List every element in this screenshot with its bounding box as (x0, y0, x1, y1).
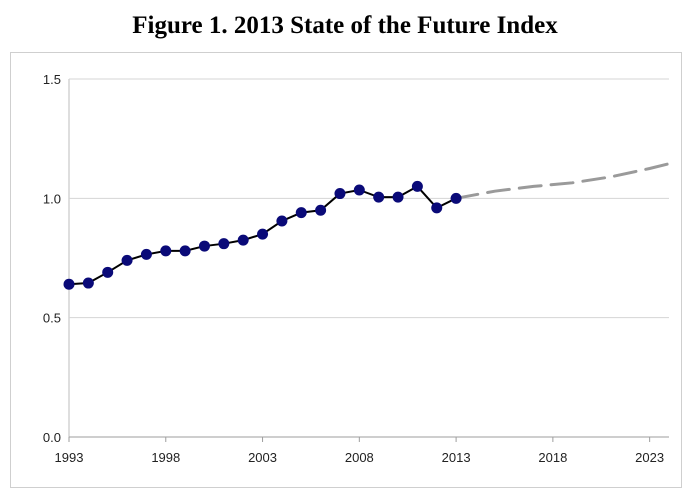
forecast-series (454, 162, 671, 200)
y-tick-label: 0.0 (43, 430, 61, 445)
data-point (431, 202, 443, 214)
data-point (179, 245, 191, 257)
data-point (411, 180, 423, 192)
data-point (334, 188, 346, 200)
data-point (450, 192, 462, 204)
data-point (102, 266, 114, 278)
data-point (315, 204, 327, 216)
data-point (392, 191, 404, 203)
y-tick-label: 0.5 (43, 311, 61, 326)
data-point (257, 228, 269, 240)
data-point (63, 278, 75, 290)
data-point (198, 240, 210, 252)
data-point (276, 215, 288, 227)
data-point (140, 248, 152, 260)
y-tick-label: 1.5 (43, 72, 61, 87)
forecast-line (454, 162, 671, 200)
data-point (353, 184, 365, 196)
chart-frame: 0.0 0.5 1.0 1.5 1993 1998 2003 2008 2013 2018 202… (10, 52, 682, 488)
y-tick-label: 1.0 (43, 191, 61, 206)
x-tick-label: 2018 (538, 450, 567, 465)
chart-title: Figure 1. 2013 State of the Future Index (132, 12, 558, 39)
x-tick-label: 1998 (151, 450, 180, 465)
data-point (160, 245, 172, 257)
data-point (237, 234, 249, 246)
data-point (295, 207, 307, 219)
data-point (82, 277, 94, 289)
y-axis-ticks: 0.0 0.5 1.0 1.5 (43, 72, 61, 445)
x-tick-label: 2013 (442, 450, 471, 465)
x-tick-label: 1993 (55, 450, 84, 465)
grid-lines (68, 78, 669, 438)
x-tick-label: 2003 (248, 450, 277, 465)
data-point (121, 254, 133, 266)
x-axis-ticks: 1993 1998 2003 2008 2013 2018 2023 (55, 437, 664, 465)
data-point (218, 238, 230, 250)
historical-series (63, 180, 462, 290)
x-tick-label: 2023 (635, 450, 664, 465)
x-tick-label: 2008 (345, 450, 374, 465)
line-chart: 0.0 0.5 1.0 1.5 1993 1998 2003 2008 2013 2018 202… (43, 72, 671, 465)
data-point (373, 191, 385, 203)
